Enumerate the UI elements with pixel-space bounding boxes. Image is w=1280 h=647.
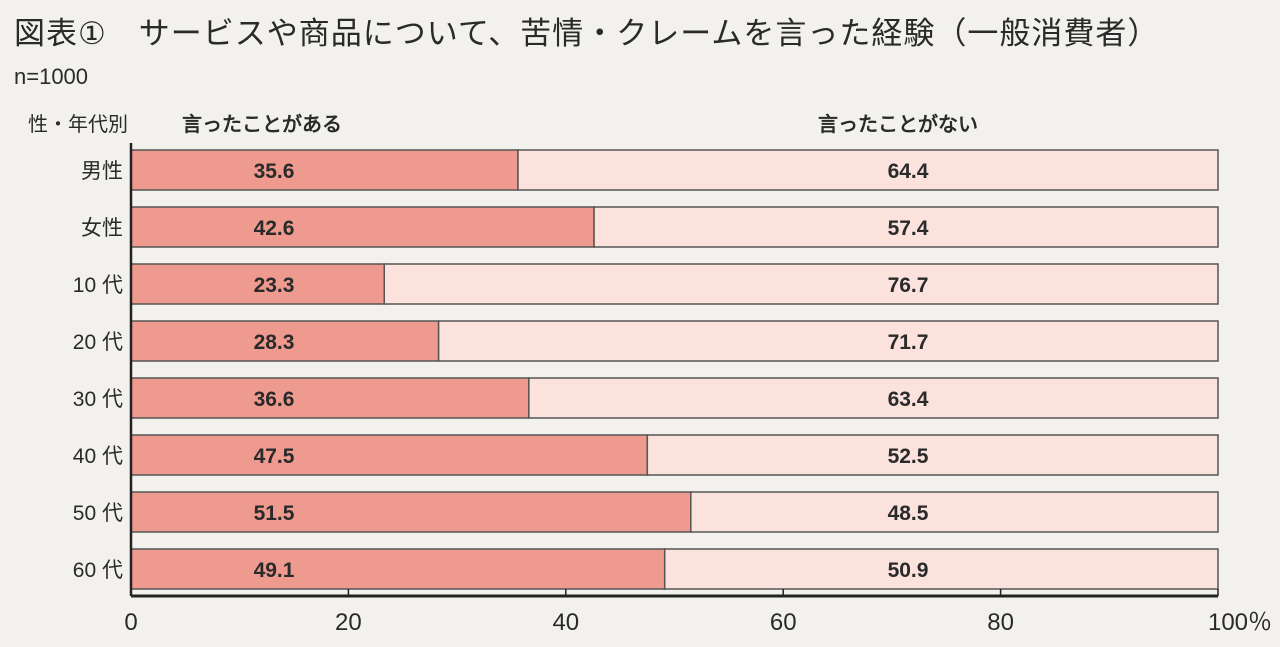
data-label-said: 42.6 [254, 217, 295, 240]
data-label-said: 49.1 [254, 559, 295, 582]
bar-not-said [690, 491, 1219, 533]
bar-said [130, 149, 519, 191]
data-label-said: 51.5 [254, 502, 295, 525]
chart-title: 図表① サービスや商品について、苦情・クレームを言った経験（一般消費者） [14, 16, 1160, 51]
data-label-not-said: 50.9 [888, 559, 929, 582]
bar-not-said [383, 263, 1219, 305]
category-label: 40 代 [73, 445, 123, 468]
bar-said [130, 377, 530, 419]
x-tick-label: 20 [335, 609, 362, 636]
data-label-not-said: 48.5 [888, 502, 929, 525]
bar-said [130, 548, 666, 590]
data-label-not-said: 71.7 [888, 331, 929, 354]
data-label-not-said: 63.4 [888, 388, 929, 411]
category-label: 10 代 [73, 274, 123, 297]
bar-not-said [517, 149, 1219, 191]
data-label-not-said: 76.7 [888, 274, 929, 297]
category-label: 男性 [81, 160, 123, 183]
data-label-said: 36.6 [254, 388, 295, 411]
data-label-not-said: 57.4 [888, 217, 929, 240]
data-label-not-said: 64.4 [888, 160, 929, 183]
bar-said [130, 491, 692, 533]
legend-not-said: 言ったことがない [818, 114, 978, 136]
bar-said [130, 434, 649, 476]
category-label: 60 代 [73, 559, 123, 582]
bar-not-said [528, 377, 1219, 419]
data-label-not-said: 52.5 [888, 445, 929, 468]
bar-not-said [646, 434, 1219, 476]
bar-not-said [663, 548, 1219, 590]
category-label: 20 代 [73, 331, 123, 354]
category-header: 性・年代別 [28, 114, 128, 136]
x-tick-label: 80 [987, 609, 1014, 636]
x-tick-label: 40 [552, 609, 579, 636]
data-label-said: 23.3 [254, 274, 295, 297]
x-tick-label: 60 [770, 609, 797, 636]
x-tick-label: 100％ [1208, 609, 1272, 636]
bar-not-said [593, 206, 1219, 248]
category-label: 女性 [81, 217, 123, 240]
category-label: 30 代 [73, 388, 123, 411]
sample-size: n=1000 [14, 64, 89, 89]
data-label-said: 28.3 [254, 331, 295, 354]
category-label: 50 代 [73, 502, 123, 525]
bar-said [130, 206, 595, 248]
bar-not-said [437, 320, 1219, 362]
data-label-said: 47.5 [254, 445, 295, 468]
bar-said [130, 320, 440, 362]
x-tick-label: 0 [124, 609, 137, 636]
data-label-said: 35.6 [254, 160, 295, 183]
legend-said: 言ったことがある [182, 114, 342, 136]
